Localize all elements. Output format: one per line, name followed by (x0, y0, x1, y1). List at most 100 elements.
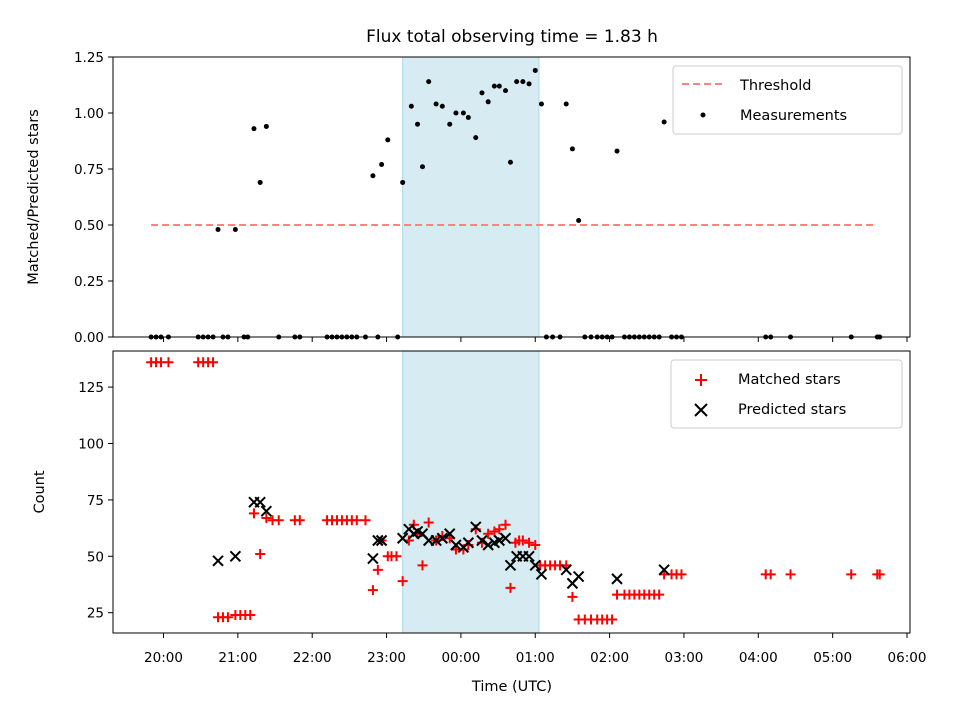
predicted-star-point (658, 564, 670, 576)
matched-star-point (874, 569, 885, 580)
matched-star-point (397, 576, 408, 587)
predicted-star-point (523, 550, 535, 563)
measurement-point (532, 67, 538, 73)
measurement-point (408, 103, 414, 109)
predicted-star-point (229, 550, 242, 563)
top-y-tick-label: 1.25 (74, 50, 104, 66)
measurement-point (385, 137, 391, 143)
measurement-point (433, 101, 439, 107)
x-tick-label: 04:00 (739, 650, 778, 666)
measurement-point (426, 79, 432, 85)
top-y-tick-label: 1.00 (74, 106, 104, 122)
predicted-star-point (611, 573, 623, 585)
x-tick-label: 03:00 (664, 650, 703, 666)
legend-threshold-label: Threshold (739, 78, 811, 94)
matched-star-point (567, 591, 578, 602)
measurement-point (473, 135, 479, 141)
predicted-star-point (499, 532, 512, 544)
measurement-point (479, 90, 485, 96)
predicted-star-point (535, 568, 548, 581)
matched-star-point (351, 515, 362, 526)
matched-star-point (517, 535, 528, 546)
measurement-point (576, 218, 582, 224)
bottom-highlight-span (402, 350, 540, 634)
measurement-point (491, 83, 497, 89)
top-axes-frame (112, 56, 911, 338)
x-tick-label: 05:00 (813, 650, 852, 666)
predicted-star-point (529, 559, 541, 572)
measurement-point (514, 79, 520, 85)
matched-star-point (261, 512, 272, 523)
measurement-point (569, 146, 575, 152)
matched-star-point (372, 564, 383, 575)
predicted-star-point (560, 564, 572, 576)
predicted-star-point (212, 555, 224, 567)
matched-star-point (654, 589, 665, 600)
predicted-star-point (430, 534, 442, 547)
x-tick-label: 23:00 (367, 650, 406, 666)
matched-star-point (607, 614, 618, 625)
legend-measurements-swatch (700, 112, 706, 118)
measurement-point (263, 123, 269, 129)
measurement-point (415, 121, 421, 127)
measurement-point (520, 79, 526, 85)
matched-star-point (367, 585, 378, 596)
x-tick-label: 20:00 (144, 650, 183, 666)
measurement-point (503, 88, 509, 94)
matched-star-point (423, 517, 434, 528)
legend-predicted-swatch (694, 403, 708, 417)
measurement-point (370, 173, 376, 179)
x-tick-label: 06:00 (888, 650, 927, 666)
bottom-y-tick-label: 50 (87, 549, 104, 565)
top-y-ticks: 0.00 0.25 0.50 0.75 1.00 1.25 (74, 50, 113, 346)
top-highlight-span (402, 56, 540, 338)
top-y-tick-label: 0.50 (74, 218, 104, 234)
x-tick-label: 22:00 (293, 650, 332, 666)
matched-star-point (273, 515, 284, 526)
matched-star-point (494, 524, 505, 535)
predicted-star-point (254, 496, 266, 508)
bottom-y-tick-label: 125 (78, 380, 104, 396)
legend-matched-label: Matched stars (738, 372, 841, 388)
predicted-star-point (396, 532, 409, 544)
predicted-star-point (444, 528, 456, 540)
matched-star-point (500, 519, 511, 530)
legend-measurements-label: Measurements (740, 108, 847, 124)
measurement-point (538, 101, 544, 107)
predicted-star-point (462, 537, 475, 549)
measurement-point (661, 119, 667, 125)
measurements-points (148, 67, 883, 340)
matched-star-point (489, 526, 500, 537)
bottom-y-tick-label: 100 (78, 436, 104, 452)
top-y-tick-label: 0.25 (74, 274, 104, 290)
measurement-point (379, 162, 385, 168)
bottom-legend: Matched stars Predicted stars (670, 359, 903, 429)
predicted-star-point (436, 532, 449, 544)
predicted-star-point (470, 521, 482, 533)
legend-predicted-label: Predicted stars (738, 402, 846, 418)
matched-star-point (360, 515, 371, 526)
top-y-axis-label: Matched/Predicted stars (26, 109, 42, 285)
top-panel: 0.00 0.25 0.50 0.75 1.00 1.25 Flux total obse… (26, 27, 911, 346)
predicted-star-point (482, 539, 494, 551)
x-tick-label: 02:00 (590, 650, 629, 666)
matched-star-point (248, 508, 259, 519)
bottom-y-ticks: 25 50 75 100 125 (78, 380, 113, 622)
measurement-point (496, 83, 502, 89)
predicted-star-point (375, 534, 388, 547)
bottom-y-axis-label: Count (32, 470, 48, 513)
matched-star-point (505, 582, 516, 593)
predicted-star-point (450, 539, 462, 551)
bottom-panel: 25 50 75 100 125 20:00 21:00 22:00 23:00 00:00 01… (32, 350, 927, 695)
predicted-star-point (493, 534, 506, 547)
measurement-point (453, 110, 459, 116)
matched-star-point (391, 551, 402, 562)
top-x-ticks (163, 337, 908, 342)
matched-star-point (417, 560, 428, 571)
matched-star-point (245, 609, 256, 620)
matched-star-point (222, 612, 233, 623)
measurement-point (400, 179, 406, 185)
chart-title: Flux total observing time = 1.83 h (366, 27, 658, 47)
measurement-point (563, 101, 569, 107)
